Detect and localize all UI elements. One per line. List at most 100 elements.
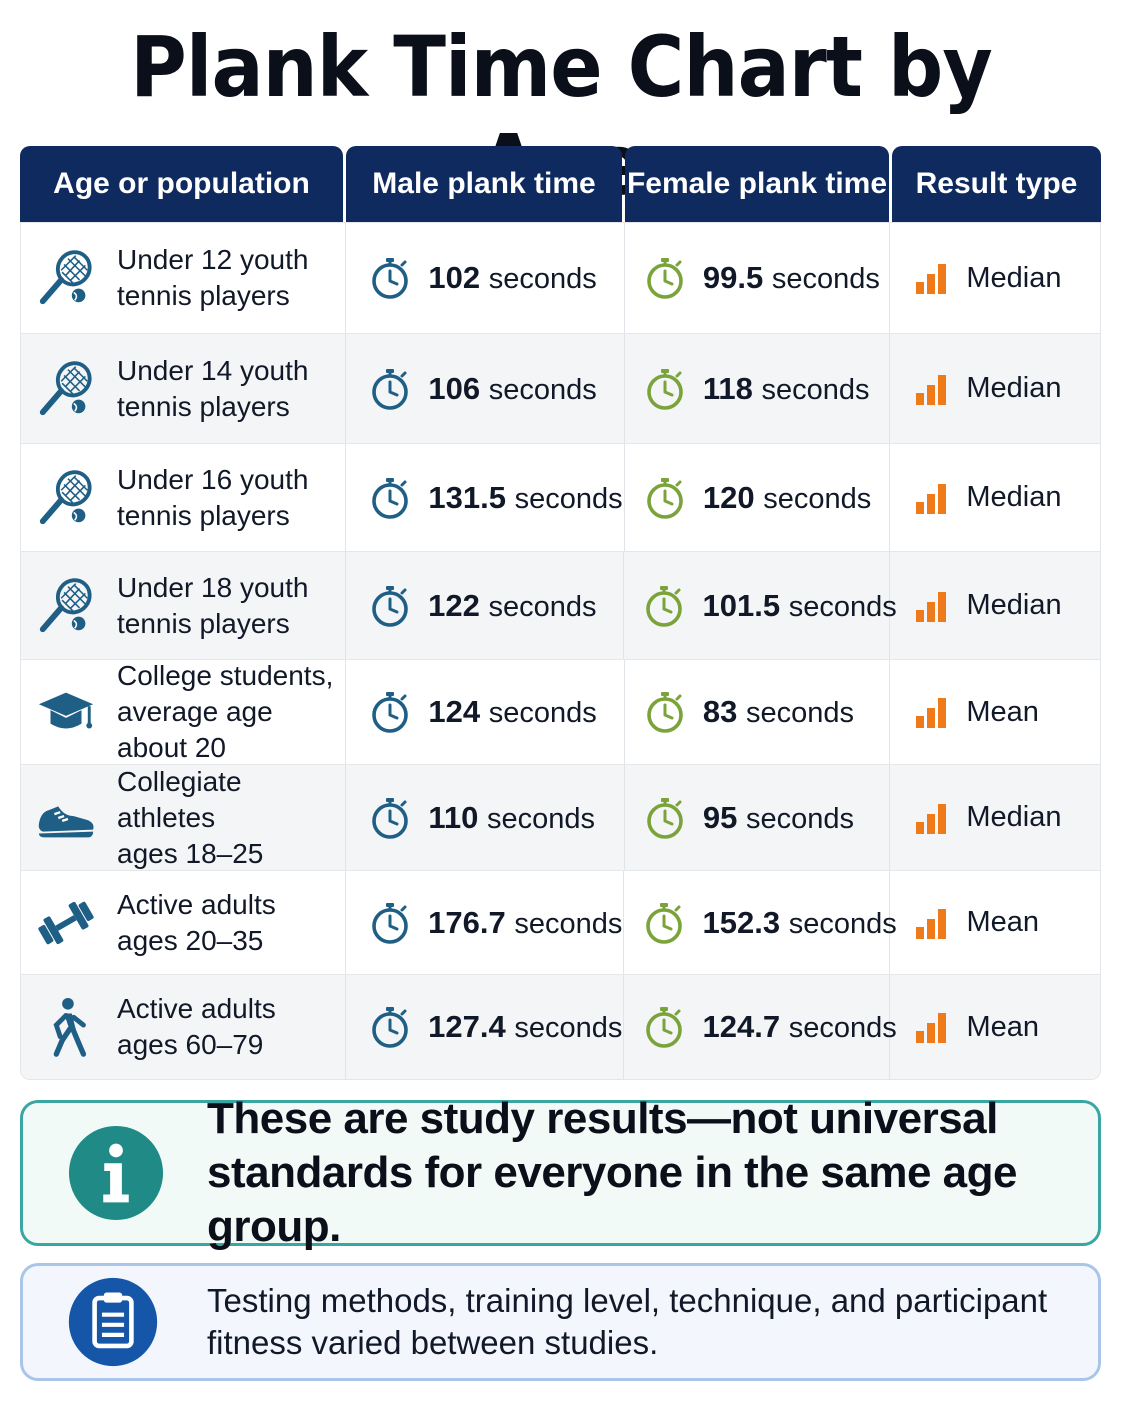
female-time-unit: seconds (745, 802, 854, 835)
male-time-number: 106 (428, 370, 481, 406)
stopwatch-icon (643, 367, 687, 411)
population-cell: Under 12 youth tennis players (21, 223, 347, 333)
male-time-value: 176.7 seconds (428, 905, 622, 941)
bar-chart-icon (914, 1009, 950, 1045)
male-time-value: 127.4 seconds (428, 1009, 622, 1045)
result-type-label: Median (966, 589, 1062, 621)
male-time-number: 102 (428, 260, 481, 295)
stopwatch-icon (368, 796, 412, 840)
female-time-number: 152.3 (702, 904, 781, 940)
female-time-cell: 124.7 seconds (624, 975, 897, 1079)
result-type-label: Median (966, 372, 1062, 404)
female-time-number: 95 (702, 799, 738, 835)
female-time-cell: 101.5 seconds (624, 552, 897, 659)
result-type-label: Mean (966, 906, 1040, 938)
sneaker-icon (35, 787, 97, 849)
result-type-label: Median (966, 261, 1062, 294)
female-time-unit: seconds (745, 697, 854, 729)
population-cell: Under 14 youth tennis players (21, 334, 347, 443)
population-label: Under 16 youth tennis players (117, 463, 309, 531)
disclaimer-note: These are study results—not universal st… (20, 1094, 1101, 1251)
population-label: College students, average age about 20 (117, 660, 334, 763)
population-label: Active adults ages 20–35 (117, 888, 276, 956)
female-time-cell: 83 seconds (625, 660, 891, 764)
female-time-unit: seconds (788, 907, 897, 940)
male-time-number: 122 (428, 587, 480, 623)
male-time-unit: seconds (514, 907, 623, 940)
female-time-cell: 95 seconds (625, 765, 891, 870)
column-header-population: Age or population (20, 146, 343, 222)
male-time-cell: 131.5 seconds (346, 444, 625, 551)
result-type-cell: Mean (890, 871, 1100, 974)
tennis-racket-icon (35, 247, 97, 309)
male-time-cell: 122 seconds (346, 552, 625, 659)
male-time-number: 131.5 (428, 479, 506, 515)
methods-text: Testing methods, training level, techniq… (207, 1282, 1048, 1361)
female-time-number: 99.5 (702, 260, 764, 295)
tennis-racket-icon (35, 575, 97, 637)
male-time-value: 124 seconds (428, 694, 596, 730)
male-time-unit: seconds (514, 1012, 623, 1044)
male-time-cell: 106 seconds (346, 334, 625, 443)
stopwatch-icon (368, 367, 412, 411)
table-row: Under 12 youth tennis players 102 seconds… (21, 222, 1100, 333)
stopwatch-icon (368, 1005, 412, 1049)
female-time-value: 152.3 seconds (702, 905, 896, 941)
table-body: Under 12 youth tennis players 102 seconds… (20, 222, 1101, 1080)
female-time-cell: 99.5 seconds (625, 223, 891, 333)
table-header: Age or population Male plank time Female… (20, 146, 1101, 222)
result-type-cell: Median (890, 334, 1100, 443)
stopwatch-icon (642, 1005, 686, 1049)
female-time-value: 83 seconds (703, 694, 854, 730)
male-time-unit: seconds (488, 590, 597, 623)
female-time-number: 83 (702, 694, 738, 729)
bar-chart-icon (914, 694, 950, 730)
male-time-value: 131.5 seconds (428, 480, 622, 516)
female-time-value: 101.5 seconds (702, 588, 896, 624)
column-header-result-type: Result type (892, 146, 1101, 222)
result-type-label: Mean (966, 695, 1039, 728)
female-time-unit: seconds (771, 263, 880, 295)
male-time-cell: 127.4 seconds (346, 975, 625, 1079)
table-row: College students, average age about 20 12… (21, 659, 1100, 764)
female-time-value: 95 seconds (703, 800, 854, 836)
male-time-value: 110 seconds (428, 800, 595, 836)
stopwatch-icon (368, 584, 412, 628)
population-label: Active adults ages 60–79 (117, 993, 276, 1060)
stopwatch-icon (643, 690, 687, 734)
clipboard-icon (68, 1277, 158, 1367)
column-header-male: Male plank time (346, 146, 622, 222)
disclaimer-text: These are study results—not universal st… (207, 1094, 1017, 1251)
bar-chart-icon (914, 260, 950, 296)
bar-chart-icon (914, 480, 950, 516)
female-time-unit: seconds (788, 590, 897, 623)
female-time-number: 118 (702, 370, 753, 406)
population-label: Collegiate athletes ages 18–25 (117, 765, 264, 869)
stopwatch-icon (368, 690, 412, 734)
male-time-number: 176.7 (428, 904, 506, 940)
female-time-value: 120 seconds (703, 480, 871, 516)
table-row: Under 14 youth tennis players 106 seconds… (21, 333, 1100, 443)
dumbbell-icon (35, 892, 97, 954)
stopwatch-icon (643, 476, 687, 520)
graduation-cap-icon (35, 681, 97, 743)
result-type-cell: Median (890, 223, 1100, 333)
stopwatch-icon (643, 256, 687, 300)
stopwatch-icon (368, 901, 412, 945)
stopwatch-icon (368, 476, 412, 520)
result-type-label: Mean (966, 1010, 1040, 1043)
population-label: Under 12 youth tennis players (117, 244, 309, 311)
male-time-number: 110 (428, 799, 479, 835)
male-time-value: 102 seconds (428, 260, 596, 296)
bar-chart-icon (914, 371, 950, 407)
male-time-cell: 176.7 seconds (346, 871, 625, 974)
result-type-cell: Median (890, 444, 1100, 551)
male-time-value: 106 seconds (428, 371, 596, 407)
bar-chart-icon (914, 905, 950, 941)
table-row: Active adults ages 60–79 127.4 seconds 124… (21, 974, 1100, 1079)
tennis-racket-icon (35, 467, 97, 529)
result-type-label: Median (966, 481, 1062, 513)
male-time-value: 122 seconds (428, 588, 596, 624)
population-cell: Active adults ages 60–79 (21, 975, 347, 1079)
